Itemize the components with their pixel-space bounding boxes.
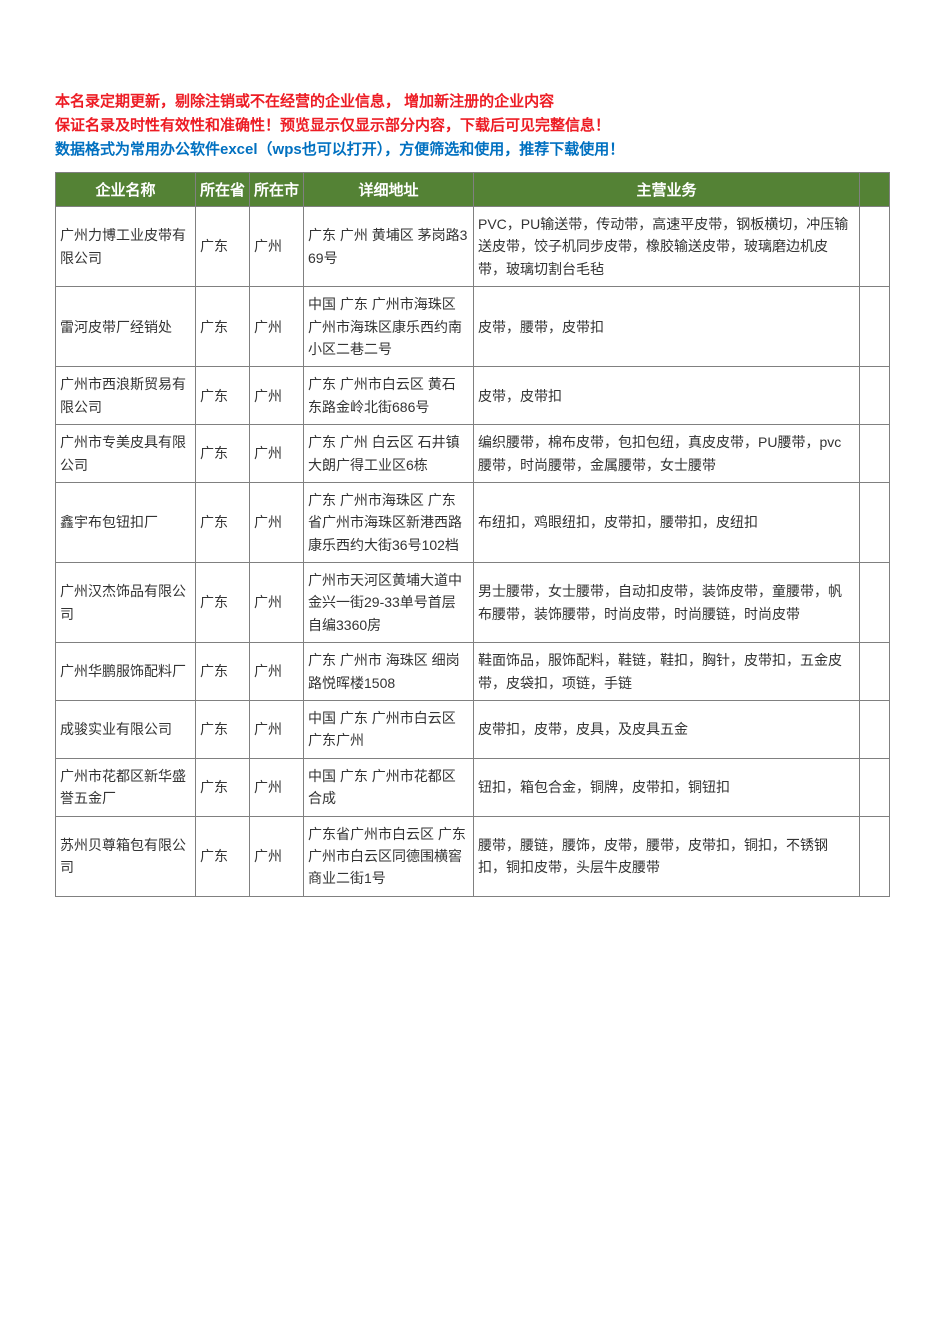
company-table: 企业名称 所在省 所在市 详细地址 主营业务 广州力博工业皮带有限公司广东广州广…: [55, 172, 890, 897]
table-row: 广州市花都区新华盛誉五金厂广东广州中国 广东 广州市花都区 合成钮扣，箱包合金，…: [56, 758, 890, 816]
cell-addr: 广东 广州 黄埔区 茅岗路369号: [304, 207, 474, 287]
col-header-extra: [860, 173, 890, 207]
cell-biz: PVC，PU输送带，传动带，高速平皮带，钢板横切，冲压输送皮带，饺子机同步皮带，…: [474, 207, 860, 287]
cell-city: 广州: [250, 367, 304, 425]
cell-prov: 广东: [196, 758, 250, 816]
cell-name: 苏州贝尊箱包有限公司: [56, 816, 196, 896]
cell-city: 广州: [250, 758, 304, 816]
cell-city: 广州: [250, 643, 304, 701]
table-row: 广州市专美皮具有限公司广东广州广东 广州 白云区 石井镇大朗广得工业区6栋编织腰…: [56, 425, 890, 483]
cell-biz: 皮带扣，皮带，皮具，及皮具五金: [474, 701, 860, 759]
cell-extra: [860, 758, 890, 816]
cell-addr: 广东 广州市 海珠区 细岗路悦晖楼1508: [304, 643, 474, 701]
cell-biz: 布纽扣，鸡眼纽扣，皮带扣，腰带扣，皮纽扣: [474, 482, 860, 562]
cell-extra: [860, 482, 890, 562]
col-header-city: 所在市: [250, 173, 304, 207]
cell-extra: [860, 287, 890, 367]
cell-city: 广州: [250, 207, 304, 287]
col-header-prov: 所在省: [196, 173, 250, 207]
cell-addr: 广东省广州市白云区 广东广州市白云区同德围横窖商业二街1号: [304, 816, 474, 896]
cell-prov: 广东: [196, 816, 250, 896]
cell-addr: 广州市天河区黄埔大道中金兴一街29-33单号首层自编3360房: [304, 563, 474, 643]
cell-biz: 皮带，皮带扣: [474, 367, 860, 425]
cell-city: 广州: [250, 563, 304, 643]
cell-addr: 中国 广东 广州市白云区 广东广州: [304, 701, 474, 759]
cell-biz: 编织腰带，棉布皮带，包扣包纽，真皮皮带，PU腰带，pvc腰带，时尚腰带，金属腰带…: [474, 425, 860, 483]
cell-city: 广州: [250, 816, 304, 896]
col-header-addr: 详细地址: [304, 173, 474, 207]
table-row: 苏州贝尊箱包有限公司广东广州广东省广州市白云区 广东广州市白云区同德围横窖商业二…: [56, 816, 890, 896]
cell-city: 广州: [250, 287, 304, 367]
cell-extra: [860, 643, 890, 701]
table-row: 雷河皮带厂经销处广东广州中国 广东 广州市海珠区 广州市海珠区康乐西约南小区二巷…: [56, 287, 890, 367]
cell-biz: 腰带，腰链，腰饰，皮带，腰带，皮带扣，铜扣，不锈钢扣，铜扣皮带，头层牛皮腰带: [474, 816, 860, 896]
cell-biz: 男士腰带，女士腰带，自动扣皮带，装饰皮带，童腰带，帆布腰带，装饰腰带，时尚皮带，…: [474, 563, 860, 643]
cell-prov: 广东: [196, 643, 250, 701]
cell-name: 成骏实业有限公司: [56, 701, 196, 759]
cell-name: 广州市西浪斯贸易有限公司: [56, 367, 196, 425]
table-header-row: 企业名称 所在省 所在市 详细地址 主营业务: [56, 173, 890, 207]
cell-biz: 皮带，腰带，皮带扣: [474, 287, 860, 367]
table-row: 广州华鹏服饰配料厂广东广州广东 广州市 海珠区 细岗路悦晖楼1508鞋面饰品，服…: [56, 643, 890, 701]
cell-prov: 广东: [196, 287, 250, 367]
table-row: 广州汉杰饰品有限公司广东广州广州市天河区黄埔大道中金兴一街29-33单号首层自编…: [56, 563, 890, 643]
cell-extra: [860, 425, 890, 483]
cell-extra: [860, 701, 890, 759]
cell-biz: 鞋面饰品，服饰配料，鞋链，鞋扣，胸针，皮带扣，五金皮带，皮袋扣，项链，手链: [474, 643, 860, 701]
cell-addr: 广东 广州 白云区 石井镇大朗广得工业区6栋: [304, 425, 474, 483]
col-header-name: 企业名称: [56, 173, 196, 207]
cell-biz: 钮扣，箱包合金，铜牌，皮带扣，铜钮扣: [474, 758, 860, 816]
cell-name: 鑫宇布包钮扣厂: [56, 482, 196, 562]
cell-addr: 中国 广东 广州市花都区 合成: [304, 758, 474, 816]
cell-city: 广州: [250, 482, 304, 562]
cell-extra: [860, 816, 890, 896]
cell-extra: [860, 367, 890, 425]
intro-line-1: 本名录定期更新，剔除注销或不在经营的企业信息， 增加新注册的企业内容: [55, 90, 890, 114]
cell-prov: 广东: [196, 425, 250, 483]
cell-extra: [860, 207, 890, 287]
cell-name: 广州市花都区新华盛誉五金厂: [56, 758, 196, 816]
intro-line-3: 数据格式为常用办公软件excel（wps也可以打开），方便筛选和使用，推荐下载使…: [55, 138, 890, 162]
intro-line-2: 保证名录及时性有效性和准确性！预览显示仅显示部分内容，下载后可见完整信息！: [55, 114, 890, 138]
cell-name: 广州汉杰饰品有限公司: [56, 563, 196, 643]
table-row: 鑫宇布包钮扣厂广东广州广东 广州市海珠区 广东省广州市海珠区新港西路康乐西约大街…: [56, 482, 890, 562]
cell-prov: 广东: [196, 207, 250, 287]
cell-prov: 广东: [196, 563, 250, 643]
cell-city: 广州: [250, 701, 304, 759]
table-row: 成骏实业有限公司广东广州中国 广东 广州市白云区 广东广州皮带扣，皮带，皮具，及…: [56, 701, 890, 759]
cell-prov: 广东: [196, 701, 250, 759]
cell-name: 广州华鹏服饰配料厂: [56, 643, 196, 701]
cell-addr: 广东 广州市白云区 黄石东路金岭北街686号: [304, 367, 474, 425]
cell-addr: 中国 广东 广州市海珠区 广州市海珠区康乐西约南小区二巷二号: [304, 287, 474, 367]
cell-prov: 广东: [196, 367, 250, 425]
table-row: 广州市西浪斯贸易有限公司广东广州广东 广州市白云区 黄石东路金岭北街686号皮带…: [56, 367, 890, 425]
cell-name: 雷河皮带厂经销处: [56, 287, 196, 367]
cell-prov: 广东: [196, 482, 250, 562]
col-header-biz: 主营业务: [474, 173, 860, 207]
table-row: 广州力博工业皮带有限公司广东广州广东 广州 黄埔区 茅岗路369号PVC，PU输…: [56, 207, 890, 287]
cell-name: 广州市专美皮具有限公司: [56, 425, 196, 483]
cell-name: 广州力博工业皮带有限公司: [56, 207, 196, 287]
cell-extra: [860, 563, 890, 643]
cell-city: 广州: [250, 425, 304, 483]
cell-addr: 广东 广州市海珠区 广东省广州市海珠区新港西路康乐西约大街36号102档: [304, 482, 474, 562]
